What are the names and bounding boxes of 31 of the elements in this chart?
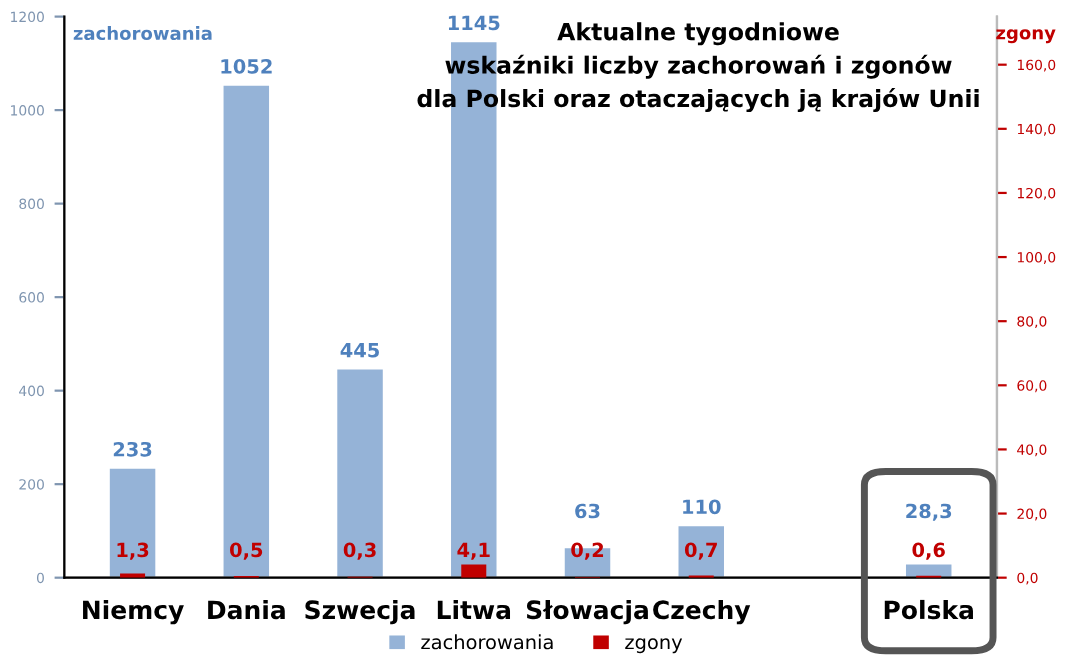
y2-axis-title: zgony	[996, 29, 1056, 44]
bar	[109, 468, 156, 578]
data-label: 0,7	[684, 542, 717, 560]
data-label: 0,6	[912, 542, 945, 560]
data-label: 63	[575, 503, 600, 519]
data-label: 1,3	[117, 542, 149, 560]
legend-label: zachorowania	[421, 634, 553, 650]
data-label: 233	[113, 441, 152, 457]
data-label: 0,3	[343, 542, 376, 560]
data-label: 1145	[448, 15, 500, 31]
bar	[223, 85, 270, 578]
data-label: 1052	[221, 58, 272, 74]
y-axis-title: zachorowania	[73, 26, 212, 41]
x-tick-label: Czechy	[653, 599, 751, 625]
data-label: 0,2	[571, 542, 604, 560]
x-tick-label: Litwa	[437, 599, 511, 620]
x-tick-label: Szwecja	[305, 599, 415, 625]
data-label: 4,1	[457, 542, 490, 560]
data-label: 110	[683, 499, 721, 515]
x-tick-label: Dania	[208, 599, 285, 620]
data-label: 0,5	[230, 542, 263, 560]
bar	[461, 564, 487, 578]
bar	[678, 526, 724, 578]
x-tick-label: Słowacja	[526, 599, 648, 625]
x-tick-label: Polska	[884, 599, 973, 620]
legend-label: zgony	[625, 638, 683, 654]
data-label: 28,3	[906, 503, 952, 521]
data-label: 445	[340, 343, 379, 358]
x-tick-label: Niemcy	[83, 599, 184, 625]
bar	[337, 369, 383, 578]
bar	[905, 564, 952, 578]
